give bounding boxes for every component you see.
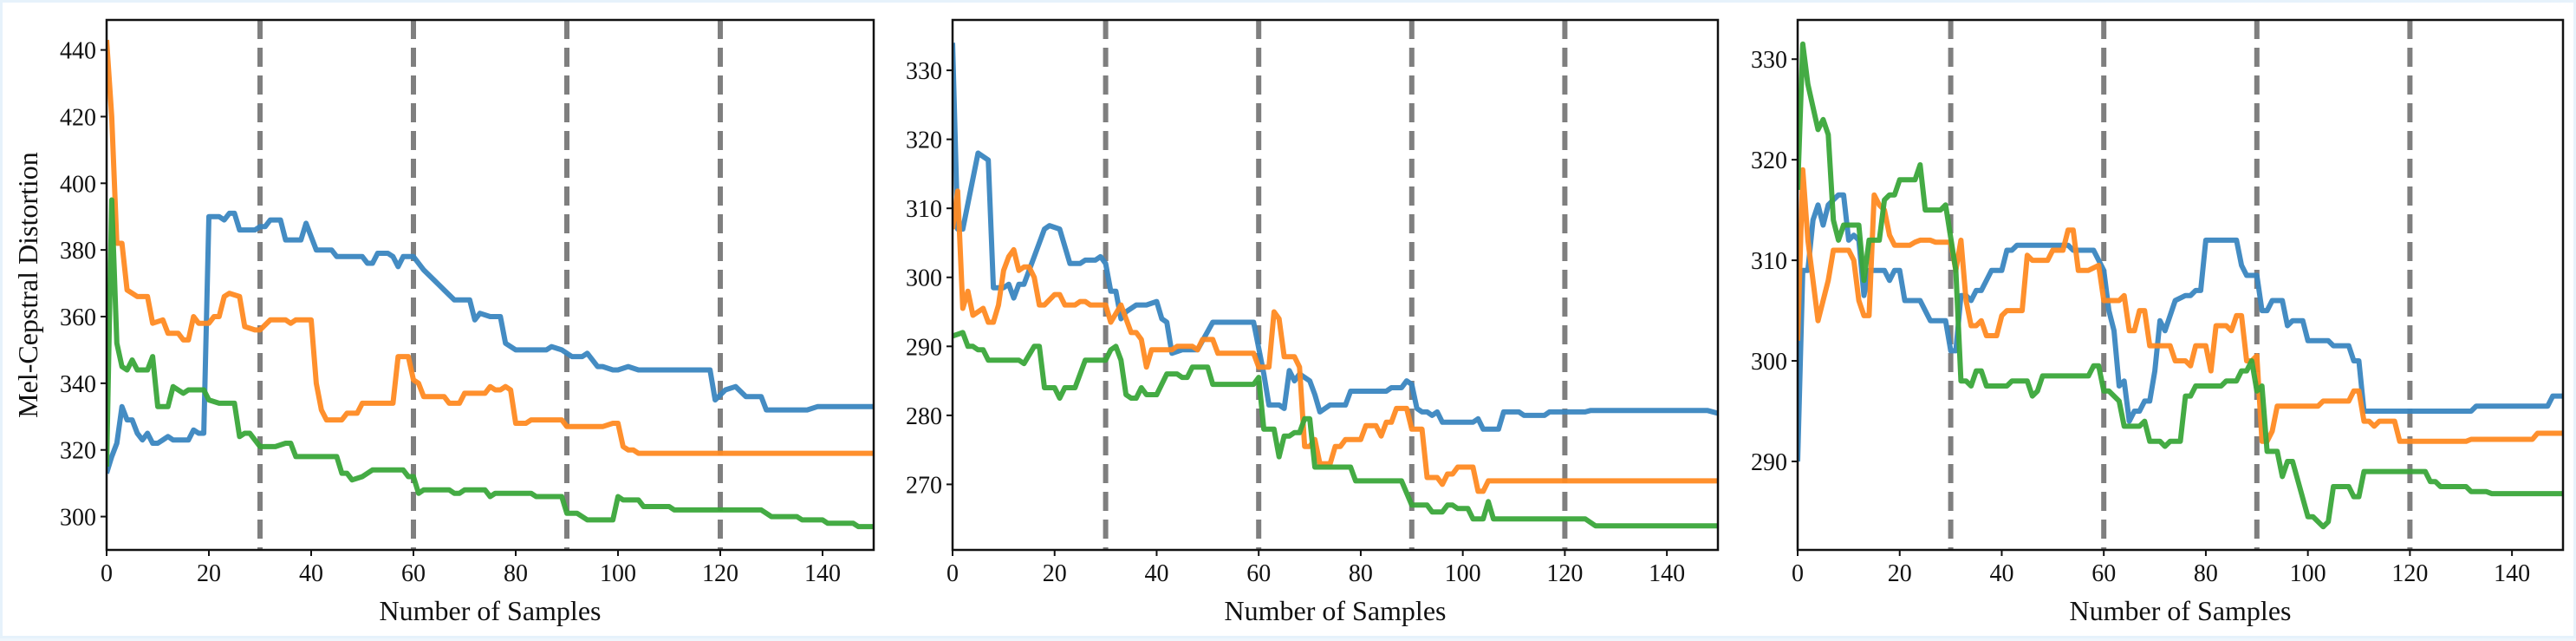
y-tick-label: 400 [60, 171, 96, 198]
y-tick-label: 310 [906, 196, 942, 223]
x-axis-label: Number of Samples [2070, 595, 2292, 626]
subplot-1: 0 20 40 60 80 100 120 140 300 320 340 360 380 400 420 4… [12, 18, 875, 626]
x-tick-label: 60 [2091, 560, 2116, 587]
x-tick-label: 120 [702, 560, 738, 587]
x-tick-label: 0 [1792, 560, 1804, 587]
x-tick-label: 80 [1349, 560, 1373, 587]
y-tick-label: 420 [60, 104, 96, 131]
x-tick-label: 100 [1445, 560, 1481, 587]
x-tick-label: 80 [2194, 560, 2218, 587]
y-tick-label: 300 [60, 505, 96, 532]
series-line-1 [107, 210, 874, 474]
y-tick-label: 300 [906, 265, 942, 292]
x-tick-label: 80 [504, 560, 528, 587]
subplot-3: 0 20 40 60 80 100 120 140 290 300 310 320 330 Number … [1751, 18, 2565, 626]
y-axis-label: Mel-Cepstral Distortion [12, 152, 43, 418]
x-tick-label: 140 [2494, 560, 2530, 587]
x-tick-label: 20 [197, 560, 221, 587]
x-tick-label: 40 [1989, 560, 2013, 587]
x-tick-label: 120 [2391, 560, 2428, 587]
x-tick-label: 20 [1043, 560, 1067, 587]
axes-frame [1796, 18, 2565, 552]
series-line-3 [1798, 41, 2563, 530]
axes-frame [951, 18, 1720, 552]
x-tick-label: 60 [1246, 560, 1271, 587]
x-tick-label: 120 [1546, 560, 1583, 587]
series-line-3 [953, 330, 1718, 529]
chart-figure: 0 20 40 60 80 100 120 1403003203403603804004204… [12, 18, 2565, 626]
y-tick-label: 290 [1751, 449, 1787, 476]
x-tick-label: 140 [804, 560, 841, 587]
y-tick-label: 440 [60, 38, 96, 65]
y-tick-label: 300 [1751, 349, 1787, 376]
x-tick-label: 100 [600, 560, 636, 587]
x-tick-label: 20 [1888, 560, 1912, 587]
y-tick-label: 270 [906, 472, 942, 499]
axes-frame [105, 18, 875, 552]
x-tick-label: 60 [401, 560, 426, 587]
series-line-3 [107, 197, 874, 530]
x-tick-label: 0 [101, 560, 113, 587]
y-tick-label: 320 [60, 438, 96, 465]
x-tick-label: 40 [1144, 560, 1168, 587]
y-tick-label: 330 [906, 58, 942, 85]
subplot-2: 0 20 40 60 80 100 120 140 270 280 290 300 310 320 330 N… [906, 18, 1720, 626]
x-axis-label: Number of Samples [380, 595, 602, 626]
y-tick-label: 380 [60, 238, 96, 265]
y-tick-label: 290 [906, 334, 942, 361]
series-line-1 [1798, 192, 2563, 462]
y-tick-label: 310 [1751, 248, 1787, 275]
y-tick-label: 280 [906, 403, 942, 430]
series-line-2 [953, 188, 1718, 494]
y-tick-label: 320 [1751, 147, 1787, 174]
x-tick-label: 40 [299, 560, 323, 587]
y-tick-label: 330 [1751, 47, 1787, 74]
y-tick-label: 340 [60, 371, 96, 398]
y-tick-label: 320 [906, 128, 942, 154]
x-tick-label: 100 [2290, 560, 2326, 587]
y-tick-label: 360 [60, 304, 96, 331]
x-axis-label: Number of Samples [1225, 595, 1447, 626]
series-line-2 [107, 39, 874, 456]
series-line-2 [1798, 167, 2563, 444]
series-line-1 [953, 43, 1718, 432]
x-tick-label: 0 [946, 560, 959, 587]
x-tick-label: 140 [1649, 560, 1685, 587]
